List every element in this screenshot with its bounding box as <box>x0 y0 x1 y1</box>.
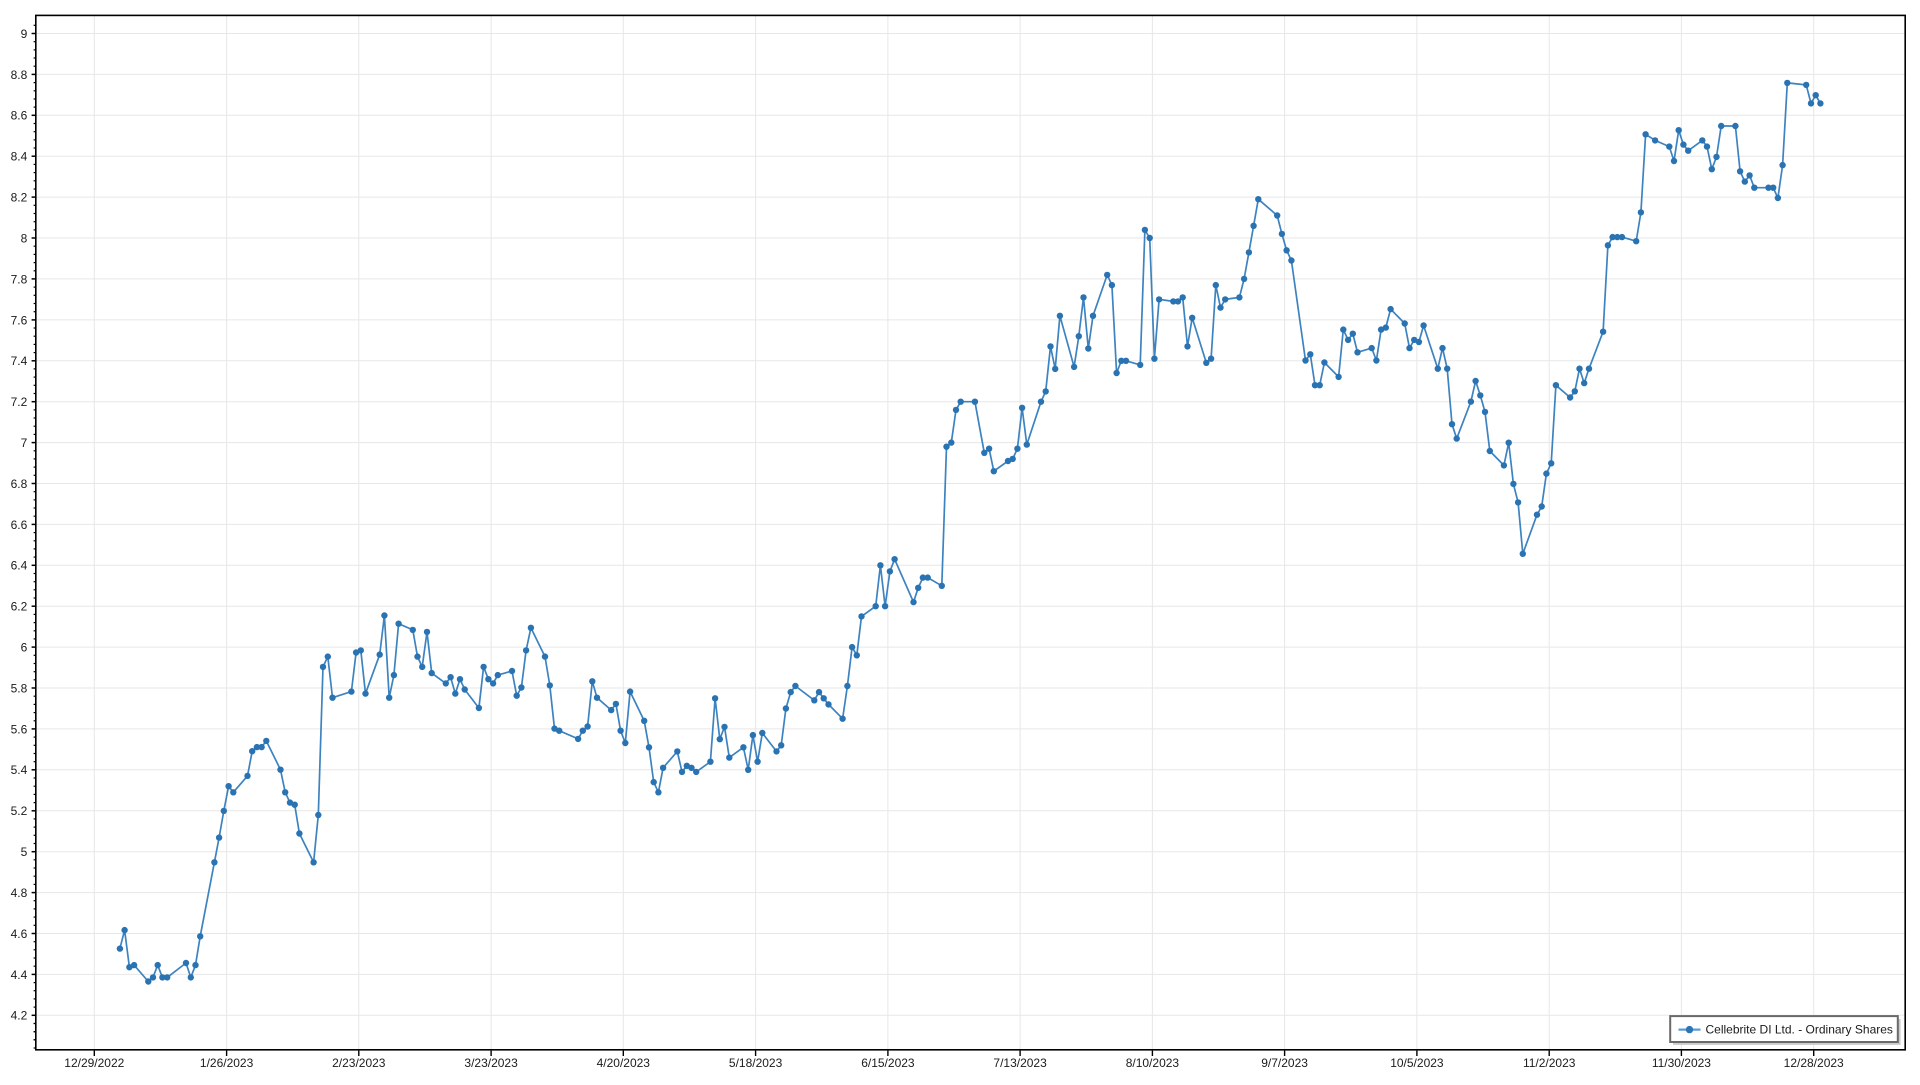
svg-text:5.2: 5.2 <box>11 804 28 818</box>
svg-text:7.2: 7.2 <box>11 395 28 409</box>
svg-text:12/29/2022: 12/29/2022 <box>64 1056 124 1070</box>
svg-text:7.6: 7.6 <box>11 313 28 327</box>
svg-text:7.4: 7.4 <box>11 354 28 368</box>
svg-text:6.4: 6.4 <box>11 559 28 573</box>
svg-text:9: 9 <box>21 27 28 41</box>
svg-text:Cellebrite DI Ltd. - Ordinary: Cellebrite DI Ltd. - Ordinary Shares <box>1706 1023 1893 1037</box>
svg-text:8.2: 8.2 <box>11 191 28 205</box>
svg-text:2/23/2023: 2/23/2023 <box>332 1056 386 1070</box>
svg-text:8/10/2023: 8/10/2023 <box>1126 1056 1180 1070</box>
svg-text:5.8: 5.8 <box>11 681 28 695</box>
svg-text:8.6: 8.6 <box>11 109 28 123</box>
svg-text:7/13/2023: 7/13/2023 <box>993 1056 1047 1070</box>
svg-text:8.8: 8.8 <box>11 68 28 82</box>
svg-text:8: 8 <box>21 231 28 245</box>
svg-text:6: 6 <box>21 641 28 655</box>
svg-text:6.2: 6.2 <box>11 600 28 614</box>
svg-text:12/28/2023: 12/28/2023 <box>1784 1056 1844 1070</box>
svg-text:7.8: 7.8 <box>11 272 28 286</box>
svg-text:4/20/2023: 4/20/2023 <box>597 1056 651 1070</box>
svg-text:5.4: 5.4 <box>11 763 28 777</box>
svg-text:5/18/2023: 5/18/2023 <box>729 1056 783 1070</box>
svg-text:6.8: 6.8 <box>11 477 28 491</box>
svg-text:6/15/2023: 6/15/2023 <box>861 1056 915 1070</box>
svg-text:5.6: 5.6 <box>11 722 28 736</box>
svg-text:10/5/2023: 10/5/2023 <box>1390 1056 1444 1070</box>
svg-text:9/7/2023: 9/7/2023 <box>1261 1056 1308 1070</box>
svg-text:7: 7 <box>21 436 28 450</box>
svg-text:3/23/2023: 3/23/2023 <box>464 1056 518 1070</box>
svg-text:6.6: 6.6 <box>11 518 28 532</box>
svg-text:11/30/2023: 11/30/2023 <box>1652 1056 1711 1070</box>
svg-text:5: 5 <box>21 845 28 859</box>
svg-text:4.8: 4.8 <box>11 886 28 900</box>
svg-text:8.4: 8.4 <box>11 150 28 164</box>
svg-text:4.4: 4.4 <box>11 968 28 982</box>
svg-text:11/2/2023: 11/2/2023 <box>1523 1056 1576 1070</box>
svg-text:4.2: 4.2 <box>11 1009 28 1023</box>
svg-text:1/26/2023: 1/26/2023 <box>200 1056 254 1070</box>
svg-text:4.6: 4.6 <box>11 927 28 941</box>
